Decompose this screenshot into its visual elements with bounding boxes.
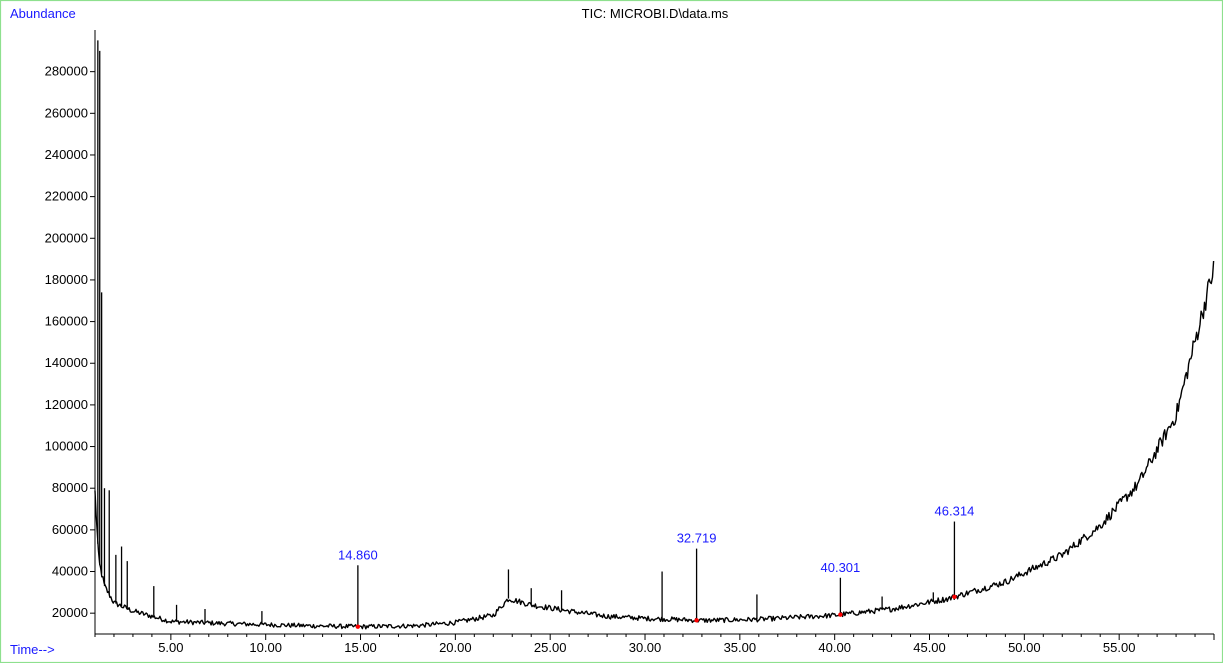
x-tick-label: 10.00 xyxy=(249,640,282,655)
peak-label: 40.301 xyxy=(821,560,861,575)
peak-label: 14.860 xyxy=(338,547,378,562)
integration-marker xyxy=(694,618,699,623)
y-tick-label: 40000 xyxy=(52,564,88,579)
y-tick-label: 240000 xyxy=(45,147,88,162)
y-tick-label: 180000 xyxy=(45,272,88,287)
peak-labels: 14.860 32.719 40.301 46.314 xyxy=(338,504,974,575)
x-axis: 5.00 10.00 15.00 20.00 25.00 30.00 35.00 40.00 4… xyxy=(94,634,1215,655)
y-tick-label: 280000 xyxy=(45,64,88,79)
y-tick-label: 100000 xyxy=(45,439,88,454)
x-tick-label: 20.00 xyxy=(439,640,472,655)
x-axis-label: Time--> xyxy=(10,642,55,657)
tic-baseline-trace xyxy=(94,260,1215,630)
tic-trace xyxy=(94,40,1215,630)
y-tick-label: 20000 xyxy=(52,605,88,620)
y-tick-label: 160000 xyxy=(45,314,88,329)
x-tick-label: 5.00 xyxy=(158,640,183,655)
x-tick-label: 25.00 xyxy=(534,640,567,655)
peak-label: 46.314 xyxy=(935,504,975,519)
x-tick-label: 30.00 xyxy=(629,640,662,655)
y-tick-label: 220000 xyxy=(45,189,88,204)
x-tick-label: 55.00 xyxy=(1103,640,1136,655)
y-tick-label: 200000 xyxy=(45,230,88,245)
integration-marker xyxy=(838,612,843,617)
x-tick-label: 15.00 xyxy=(344,640,377,655)
y-axis: 20000 40000 60000 80000 100000 120000 140000 16… xyxy=(45,64,95,620)
y-tick-label: 80000 xyxy=(52,480,88,495)
y-tick-label: 120000 xyxy=(45,397,88,412)
chart-title: TIC: MICROBI.D\data.ms xyxy=(582,6,729,21)
integration-marker xyxy=(952,594,957,600)
integration-marker xyxy=(355,624,361,629)
peak-label: 32.719 xyxy=(677,531,717,546)
y-tick-label: 260000 xyxy=(45,105,88,120)
x-tick-label: 40.00 xyxy=(818,640,851,655)
x-tick-label: 45.00 xyxy=(913,640,946,655)
x-tick-label: 35.00 xyxy=(724,640,757,655)
y-tick-label: 140000 xyxy=(45,355,88,370)
y-axis-label: Abundance xyxy=(10,6,76,21)
x-tick-label: 50.00 xyxy=(1008,640,1041,655)
y-tick-label: 60000 xyxy=(52,522,88,537)
